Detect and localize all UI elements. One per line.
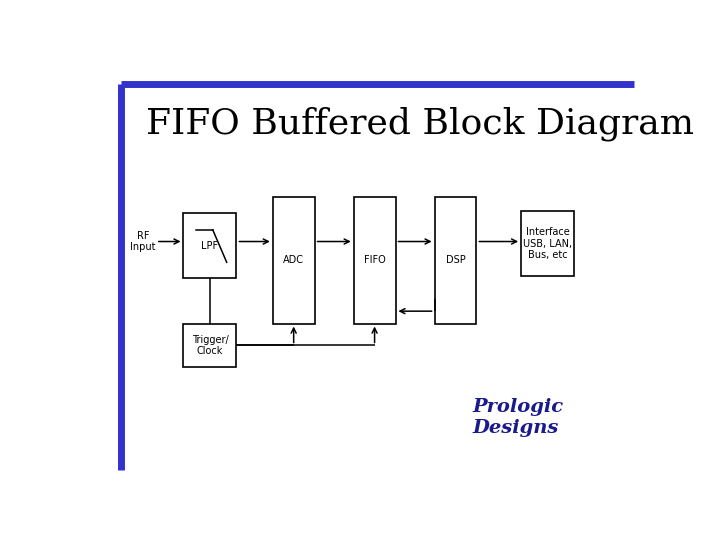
Text: LPF: LPF <box>202 241 219 251</box>
Text: FIFO Buffered Block Diagram: FIFO Buffered Block Diagram <box>145 106 694 141</box>
Bar <box>184 323 236 367</box>
Bar <box>273 197 315 323</box>
Text: Interface
USB, LAN,
Bus, etc: Interface USB, LAN, Bus, etc <box>523 227 572 260</box>
Text: DSP: DSP <box>446 255 465 265</box>
Text: Trigger/
Clock: Trigger/ Clock <box>192 335 228 356</box>
Bar <box>184 213 236 278</box>
Text: FIFO: FIFO <box>364 255 385 265</box>
Text: ADC: ADC <box>283 255 304 265</box>
Bar <box>521 211 574 276</box>
Bar <box>435 197 477 323</box>
Bar <box>354 197 395 323</box>
Text: RF
Input: RF Input <box>130 231 156 252</box>
Text: Prologic
Designs: Prologic Designs <box>472 398 563 437</box>
